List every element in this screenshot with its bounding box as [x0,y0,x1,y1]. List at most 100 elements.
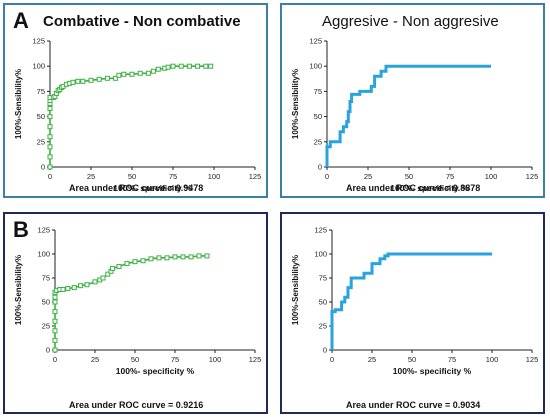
y-tick-label: 100 [309,62,322,71]
x-axis-label: 100%- specificity % [393,366,472,376]
y-tick-label: 50 [319,298,327,307]
data-point [47,144,53,150]
data-point [75,78,81,84]
y-axis-label: 100%-Sensibility% [14,69,23,139]
x-tick-label: 100 [486,355,499,364]
data-point [164,255,170,261]
data-point [78,283,84,289]
data-point [150,68,156,74]
data-point [52,337,58,343]
auc-annotation: Area under ROC curve = 0.9034 [346,400,481,410]
x-tick-label: 50 [405,172,413,181]
data-point [113,75,119,81]
panel-b-aggresive: 0 25 50 75 100 125 0 25 50 75 100 125 100%- specific… [280,212,545,414]
x-tick-label: 25 [368,355,376,364]
y-tick-label: 75 [37,87,45,96]
x-tick-label: 50 [128,172,136,181]
data-point [145,70,151,76]
data-point [170,63,176,69]
roc-curve [325,64,491,167]
data-point [52,328,58,334]
x-tick-label: 100 [209,355,222,364]
y-tick-label: 75 [314,87,322,96]
roc-chart-a-combative: 0 25 50 75 100 125 0 25 50 75 100 125 100%- specific… [14,37,261,194]
x-tick-label: 100 [208,172,221,181]
data-point [92,279,98,285]
data-point [47,154,53,160]
data-point [178,63,184,69]
x-tick-label: 75 [171,355,179,364]
data-point [71,285,77,291]
x-tick-label: 0 [325,172,329,181]
x-tick-label: 50 [131,355,139,364]
data-point [156,255,162,261]
y-tick-label: 50 [37,112,45,121]
x-tick-label: 25 [364,172,372,181]
panel-b-label: B [13,217,29,242]
y-tick-label: 50 [42,298,50,307]
y-tick-label: 25 [42,322,50,331]
chart-title: Aggresive - Non aggresive [322,13,499,30]
data-point [52,294,58,300]
chart-title: Combative - Non combative [43,13,241,30]
auc-annotation: Area under ROC curve = 0.8878 [346,183,481,193]
x-tick-label: 75 [446,172,454,181]
y-tick-label: 25 [319,322,327,331]
data-point [100,275,106,281]
y-tick-label: 125 [37,226,50,235]
x-tick-label: 0 [48,172,52,181]
y-tick-label: 0 [41,163,45,172]
data-point [204,253,210,259]
y-axis-label: 100%-Sensibility% [291,255,300,325]
data-point [137,70,143,76]
data-point [203,63,209,69]
x-tick-label: 75 [169,172,177,181]
data-point [165,64,171,70]
x-tick-label: 75 [448,355,456,364]
auc-annotation: Area under ROC curve = 0.9216 [69,400,204,410]
data-point [52,318,58,324]
y-tick-label: 75 [319,274,327,283]
y-tick-label: 100 [32,62,45,71]
data-point [188,254,194,260]
x-tick-label: 25 [91,355,99,364]
data-point [195,63,201,69]
x-tick-label: 125 [526,355,539,364]
data-point [52,347,58,353]
x-axis-label: 100%- specificity % [113,183,192,193]
y-tick-label: 50 [314,112,322,121]
data-point [60,287,66,293]
y-tick-label: 0 [323,346,327,355]
data-point [47,106,53,112]
data-point [47,134,53,140]
data-point [104,75,110,81]
y-tick-label: 75 [42,274,50,283]
y-axis-label: 100%-Sensibility% [291,69,300,139]
x-tick-label: 25 [87,172,95,181]
data-point [88,77,94,83]
y-tick-label: 100 [314,250,327,259]
data-point [65,286,71,292]
panel-a-aggresive: 0 25 50 75 100 125 0 25 50 75 100 125 100%- specific… [280,3,545,198]
data-point [186,63,192,69]
data-point [180,254,186,260]
data-point [84,282,90,288]
y-tick-label: 125 [32,37,45,46]
roc-chart-b-combative: 0 25 50 75 100 125 0 25 50 75 100 125 100%- specific… [14,226,261,377]
data-point [140,258,146,264]
data-point [129,71,135,77]
roc-chart-b-aggresive: 0 25 50 75 100 125 0 25 50 75 100 125 100%- specific… [291,226,539,377]
y-tick-label: 125 [314,226,327,235]
roc-chart-a-aggresive: 0 25 50 75 100 125 0 25 50 75 100 125 100%- specific… [291,37,538,194]
y-tick-label: 25 [37,137,45,146]
data-point [116,263,122,269]
x-tick-label: 100 [485,172,498,181]
y-tick-label: 0 [318,163,322,172]
roc-curve [54,255,207,350]
y-tick-label: 125 [309,37,322,46]
data-point [47,164,53,170]
data-point [121,71,127,77]
y-axis-label: 100%-Sensibility% [14,255,23,325]
data-point [196,253,202,259]
x-axis-label: 100%- specificity % [390,183,469,193]
